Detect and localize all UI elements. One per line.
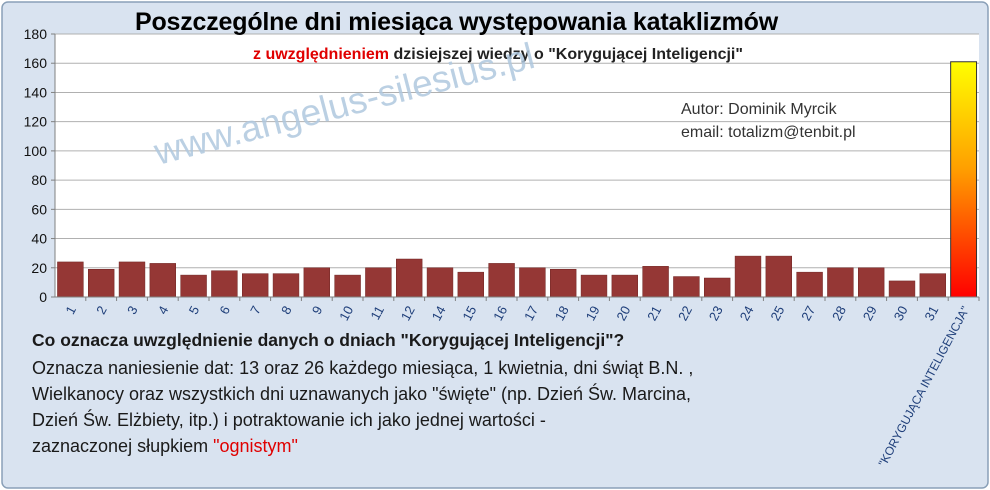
explanation-note: Co oznacza uwzględnienie danych o dniach… (32, 330, 832, 459)
chart-title: Poszczególne dni miesiąca występowania k… (135, 8, 779, 36)
bar (519, 267, 546, 298)
y-tick-label: 180 (24, 26, 48, 42)
bar (242, 273, 269, 298)
x-tick-label: 21 (644, 303, 664, 323)
bar (796, 271, 823, 298)
bar (180, 274, 207, 298)
x-tick-label: 30 (891, 303, 911, 323)
bar (580, 274, 608, 298)
y-tick-label: 140 (24, 84, 48, 100)
bar (488, 263, 515, 298)
bar (396, 258, 423, 298)
bar (734, 255, 762, 298)
y-tick-label: 20 (31, 260, 47, 276)
author-label: Autor: Dominik Myrcik (681, 101, 837, 118)
x-tick-label: 11 (367, 303, 387, 322)
bar (272, 273, 300, 298)
note-line-3: Dzień Św. Elżbiety, itp.) i potraktowani… (32, 410, 546, 430)
x-tick-label: 22 (675, 303, 695, 323)
x-tick-label: 12 (398, 303, 418, 323)
note-line-4: zaznaczonej słupkiem "ognistym" (32, 433, 832, 459)
y-tick-label: 80 (31, 172, 47, 188)
note-line-4-text: zaznaczonej słupkiem (32, 436, 214, 456)
bar (334, 274, 361, 298)
bar (57, 261, 84, 298)
y-tick-label: 120 (24, 114, 48, 130)
x-tick-label: 10 (336, 303, 356, 323)
bar (919, 273, 946, 298)
y-tick-label: 60 (31, 201, 47, 217)
bar (858, 267, 885, 298)
x-tick-label: 28 (829, 303, 849, 323)
y-tick-label: 0 (39, 289, 47, 305)
subtitle-rest: dzisiejszej wiedzy o "Korygującej Inteli… (393, 46, 743, 63)
email-label: email: totalizm@tenbit.pl (681, 124, 856, 141)
y-tick-label: 40 (31, 231, 47, 247)
bar (642, 266, 669, 298)
grid-lines (55, 33, 979, 298)
x-tick-label: 16 (490, 303, 510, 323)
bar (611, 274, 638, 298)
x-tick-label: 23 (706, 303, 726, 323)
x-tick-label: 17 (521, 303, 541, 323)
x-tick-label: 14 (429, 303, 449, 323)
plot-area (55, 34, 979, 297)
bar (550, 268, 577, 298)
bars (57, 61, 978, 298)
note-line-1: Oznacza naniesienie dat: 13 oraz 26 każd… (32, 358, 694, 378)
bar (303, 267, 330, 298)
x-tick-label: 31 (921, 303, 941, 323)
y-tick-label: 100 (24, 143, 48, 159)
bar (827, 267, 854, 298)
bar (88, 268, 115, 298)
x-tick-label: 24 (737, 303, 757, 323)
x-tick-label: 15 (459, 303, 479, 323)
note-line-2: Wielkanocy oraz wszystkich dni uznawanyc… (32, 384, 692, 404)
x-tick-label: 27 (798, 303, 818, 323)
x-tick-label: 29 (860, 303, 880, 323)
bar (365, 267, 392, 298)
bar (118, 261, 146, 298)
bar-korygujaca-inteligencja (950, 61, 978, 298)
x-tick-label: 25 (767, 303, 787, 323)
bar (426, 267, 454, 298)
bar (673, 276, 700, 298)
y-axis-ticks: 0 20 40 60 80 100 120 140 160 180 (24, 26, 55, 305)
x-tick-label: 20 (613, 303, 633, 323)
note-heading: Co oznacza uwzględnienie danych o dniach… (32, 330, 625, 350)
bar (211, 270, 238, 298)
x-tick-label: 19 (583, 303, 603, 323)
chart-subtitle: z uwzględnieniem dzisiejszej wiedzy o "K… (253, 46, 743, 64)
y-tick-label: 160 (24, 55, 48, 71)
note-fire-word: "ognistym" (213, 436, 298, 456)
bar (888, 280, 916, 298)
bar (149, 263, 176, 298)
bar (457, 271, 484, 298)
bar (765, 255, 792, 298)
subtitle-highlight: z uwzględnieniem (253, 46, 390, 63)
bar (704, 277, 731, 298)
x-tick-label: 18 (552, 303, 572, 323)
